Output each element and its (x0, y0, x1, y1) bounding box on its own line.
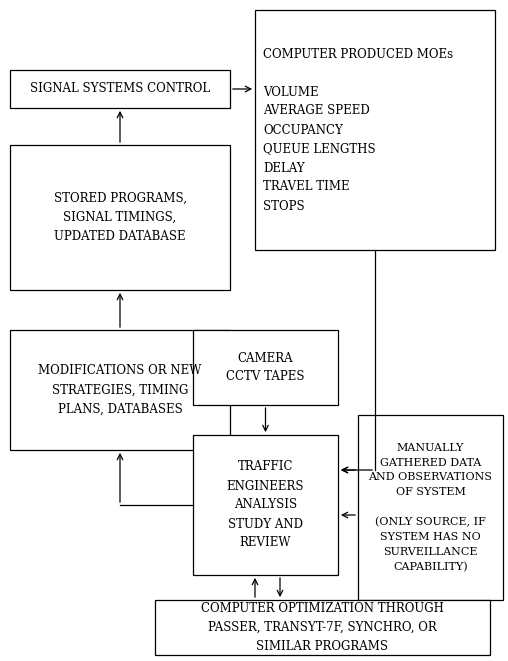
Text: TRAFFIC
ENGINEERS
ANALYSIS
STUDY AND
REVIEW: TRAFFIC ENGINEERS ANALYSIS STUDY AND REV… (227, 461, 304, 549)
Text: STORED PROGRAMS,
SIGNAL TIMINGS,
UPDATED DATABASE: STORED PROGRAMS, SIGNAL TIMINGS, UPDATED… (53, 192, 186, 243)
Text: COMPUTER OPTIMIZATION THROUGH
PASSER, TRANSYT-7F, SYNCHRO, OR
SIMILAR PROGRAMS: COMPUTER OPTIMIZATION THROUGH PASSER, TR… (201, 602, 444, 653)
Text: SIGNAL SYSTEMS CONTROL: SIGNAL SYSTEMS CONTROL (30, 83, 210, 95)
Text: COMPUTER PRODUCED MOEs

VOLUME
AVERAGE SPEED
OCCUPANCY
QUEUE LENGTHS
DELAY
TRAVE: COMPUTER PRODUCED MOEs VOLUME AVERAGE SP… (263, 48, 453, 212)
Bar (193, 330, 338, 405)
Bar (10, 145, 230, 290)
Bar (155, 600, 490, 655)
Bar (358, 415, 503, 600)
Bar (255, 10, 495, 250)
Bar (10, 70, 230, 108)
Bar (10, 330, 230, 450)
Text: CAMERA
CCTV TAPES: CAMERA CCTV TAPES (226, 352, 305, 383)
Text: MODIFICATIONS OR NEW
STRATEGIES, TIMING
PLANS, DATABASES: MODIFICATIONS OR NEW STRATEGIES, TIMING … (38, 364, 202, 416)
Bar (193, 435, 338, 575)
Text: MANUALLY
GATHERED DATA
AND OBSERVATIONS
OF SYSTEM

(ONLY SOURCE, IF
SYSTEM HAS N: MANUALLY GATHERED DATA AND OBSERVATIONS … (368, 443, 492, 572)
